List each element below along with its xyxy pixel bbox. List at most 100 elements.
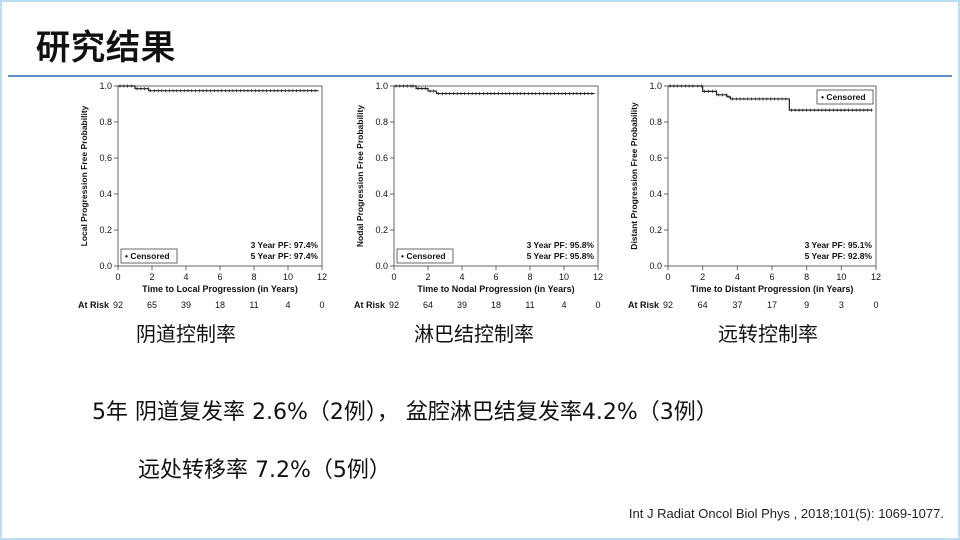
x-tick-label: 12 [317,272,327,282]
x-axis-label: Time to Nodal Progression (in Years) [417,284,574,294]
survival-curve [668,85,873,111]
at-risk-count: 9 [804,300,809,310]
caption-vaginal-control: 阴道控制率 [136,322,236,346]
at-risk-count: 64 [698,300,708,310]
x-tick-label: 0 [665,272,670,282]
x-tick-label: 6 [217,272,222,282]
x-tick-label: 8 [251,272,256,282]
pf-annotation: 5 Year PF: 97.4% [251,251,319,261]
x-tick-label: 8 [804,272,809,282]
y-tick-label: 0.6 [99,153,112,163]
y-tick-label: 0.0 [99,261,112,271]
at-risk-count: 0 [319,300,324,310]
citation: Int J Radiat Oncol Biol Phys , 2018;101(… [628,506,944,521]
slide-title: 研究结果 [36,28,176,68]
at-risk-count: 18 [491,300,501,310]
legend-box [396,248,454,264]
at-risk-count: 65 [147,300,157,310]
y-tick-label: 0.0 [375,261,388,271]
x-axis-label: Time to Distant Progression (in Years) [691,284,854,294]
plot-frame [117,85,323,267]
km-plot-svg-distant: Distant Progression Free Probability0.00… [628,81,881,310]
x-tick-label: 2 [149,272,154,282]
y-tick-label: 0.6 [649,153,662,163]
summary-line-2: 远处转移率 7.2%（5例） [138,458,391,483]
at-risk-count: 0 [595,300,600,310]
survival-curve [118,85,319,92]
legend-box [120,248,178,264]
x-tick-label: 0 [115,272,120,282]
x-tick-label: 4 [459,272,464,282]
at-risk-count: 37 [732,300,742,310]
y-tick-label: 0.2 [99,225,112,235]
legend-censored: • Censored [821,92,866,102]
km-chart-local: Local Progression Free Probability 0.0 0.2… [76,78,336,313]
y-tick-label: 0.2 [649,225,662,235]
at-risk-count: 39 [457,300,467,310]
x-tick-label: 4 [183,272,188,282]
at-risk-count: 3 [839,300,844,310]
x-tick-label: 4 [735,272,740,282]
x-tick-label: 12 [593,272,603,282]
km-chart-nodal: Nodal Progression Free Probability 0.0 0.2… [352,78,612,313]
plot-frame [667,85,877,267]
km-chart-distant: Distant Progression Free Probability 0.0 0… [626,78,890,313]
at-risk-count: 39 [181,300,191,310]
y-tick-label: 0.8 [649,117,662,127]
km-plot-svg-nodal: Nodal Progression Free Probability 0.0 0.2… [354,81,603,310]
x-tick-label: 0 [391,272,396,282]
x-tick-label: 6 [493,272,498,282]
x-tick-label: 2 [700,272,705,282]
x-tick-label: 6 [769,272,774,282]
y-tick-label: 0.4 [649,189,662,199]
at-risk-count: 18 [215,300,225,310]
at-risk-count: 92 [663,300,673,310]
y-tick-label: 0.4 [375,189,388,199]
caption-nodal-control: 淋巴结控制率 [414,322,534,346]
x-tick-label: 12 [871,272,881,282]
at-risk-count: 92 [113,300,123,310]
legend-box [816,89,874,105]
at-risk-label: At Risk [78,300,110,310]
pf-annotation: 5 Year PF: 95.8% [527,251,595,261]
at-risk-count: 64 [423,300,433,310]
legend-censored: • Censored [125,251,170,261]
at-risk-count: 11 [525,300,534,310]
at-risk-count: 4 [561,300,566,310]
pf-annotation: 3 Year PF: 97.4% [251,240,319,250]
at-risk-label: At Risk [628,300,660,310]
km-plot-svg-local: Local Progression Free Probability 0.0 0.2… [78,81,327,310]
y-tick-label: 0.8 [99,117,112,127]
title-divider [8,75,952,77]
pf-annotation: 3 Year PF: 95.8% [527,240,595,250]
y-tick-label: 1.0 [649,81,662,91]
x-axis-label: Time to Local Progression (in Years) [142,284,298,294]
y-tick-label: 0.6 [375,153,388,163]
at-risk-count: 11 [249,300,258,310]
at-risk-label: At Risk [354,300,386,310]
x-tick-label: 10 [559,272,569,282]
caption-distant-control: 远转控制率 [718,322,818,346]
y-tick-label: 0.4 [99,189,112,199]
at-risk-count: 92 [389,300,399,310]
at-risk-count: 17 [767,300,777,310]
y-tick-label: 1.0 [375,81,388,91]
y-tick-label: 0.8 [375,117,388,127]
y-tick-label: 0.2 [375,225,388,235]
y-tick-label: 1.0 [99,81,112,91]
y-tick-label: 0.0 [649,261,662,271]
pf-annotation: 3 Year PF: 95.1% [805,240,873,250]
at-risk-count: 4 [285,300,290,310]
y-axis-label: Nodal Progression Free Probability [355,105,365,247]
x-tick-label: 10 [836,272,846,282]
x-tick-label: 8 [527,272,532,282]
x-tick-label: 10 [283,272,293,282]
summary-line-1: 5年 阴道复发率 2.6%（2例）， 盆腔淋巴结复发率4.2%（3例） [92,400,718,425]
x-tick-label: 2 [425,272,430,282]
plot-frame [393,85,599,267]
legend-censored: • Censored [401,251,446,261]
y-axis-label: Local Progression Free Probability [79,105,89,246]
pf-annotation: 5 Year PF: 92.8% [805,251,873,261]
at-risk-count: 0 [873,300,878,310]
y-axis-label: Distant Progression Free Probability [629,102,639,250]
